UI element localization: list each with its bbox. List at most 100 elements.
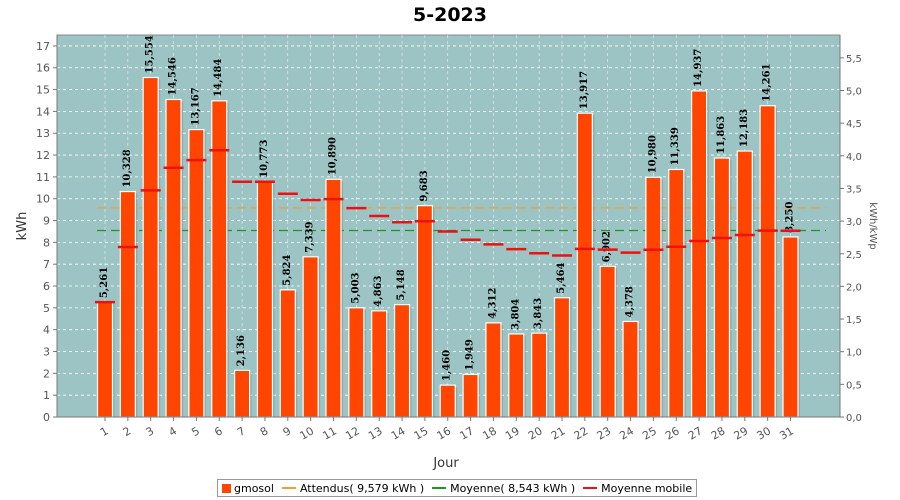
x-tick-label: 2 bbox=[121, 424, 134, 439]
x-tick-label: 20 bbox=[526, 424, 545, 442]
legend-label: Attendus( 9,579 kWh ) bbox=[299, 481, 425, 495]
y-tick-label: 9 bbox=[43, 215, 50, 228]
bar bbox=[325, 178, 342, 418]
bar-value-label: 5,261 bbox=[99, 267, 110, 298]
bar-value-label: 10,890 bbox=[328, 137, 339, 175]
y-tick-label: 11 bbox=[36, 171, 50, 184]
bar bbox=[279, 289, 296, 418]
y-tick-label: 6 bbox=[43, 280, 50, 293]
x-tick-label: 22 bbox=[572, 424, 591, 442]
bar-value-label: 11,339 bbox=[670, 127, 681, 165]
x-tick-label: 28 bbox=[709, 424, 728, 442]
bar-value-label: 11,863 bbox=[716, 116, 727, 154]
x-tick-label: 9 bbox=[281, 424, 294, 439]
bar bbox=[759, 105, 776, 418]
bar-value-label: 4,863 bbox=[373, 275, 384, 306]
bar-value-label: 10,328 bbox=[122, 149, 133, 187]
bar-value-label: 5,464 bbox=[556, 262, 567, 293]
y2-tick-label: 1,5 bbox=[846, 315, 862, 326]
bar-value-label: 5,003 bbox=[350, 272, 361, 303]
y-tick-label: 1 bbox=[43, 389, 50, 402]
bar-value-label: 15,554 bbox=[145, 35, 156, 73]
bar-value-label: 2,136 bbox=[236, 335, 247, 366]
y2-tick-label: 3,0 bbox=[846, 217, 862, 228]
bar bbox=[576, 112, 593, 418]
x-tick-label: 31 bbox=[777, 424, 796, 442]
bar-value-label: 14,937 bbox=[693, 49, 704, 87]
bar-value-label: 14,484 bbox=[213, 59, 224, 97]
y-tick-label: 8 bbox=[43, 236, 50, 249]
bar-value-label: 1,949 bbox=[465, 339, 476, 370]
plot-background bbox=[56, 34, 841, 418]
y-tick-label: 4 bbox=[43, 324, 50, 337]
bar bbox=[645, 176, 662, 418]
legend-swatch-line bbox=[432, 487, 447, 489]
bar-value-label: 4,378 bbox=[625, 286, 636, 317]
bar bbox=[485, 322, 502, 418]
y-tick-label: 16 bbox=[36, 62, 50, 75]
y2-tick-label: 3,5 bbox=[846, 184, 862, 195]
y-tick-label: 12 bbox=[36, 149, 50, 162]
x-tick-label: 16 bbox=[435, 424, 454, 442]
bar-value-label: 3,843 bbox=[533, 298, 544, 329]
x-axis-label: Jour bbox=[432, 456, 459, 471]
x-tick-label: 25 bbox=[640, 424, 659, 442]
legend-item-moyenne: Moyenne( 8,543 kWh ) bbox=[432, 482, 575, 495]
y-tick-label: 15 bbox=[36, 84, 50, 97]
plot-area: 012345678910111213141516170,00,51,01,52,… bbox=[36, 34, 862, 443]
y-tick-label: 10 bbox=[36, 193, 50, 206]
x-tick-label: 1 bbox=[98, 424, 111, 439]
legend-swatch-line bbox=[281, 487, 296, 489]
bar bbox=[736, 150, 753, 418]
bar bbox=[508, 333, 525, 418]
y2-tick-label: 2,5 bbox=[846, 250, 862, 261]
legend-label: gmosol bbox=[234, 481, 274, 495]
bar bbox=[142, 76, 159, 418]
bar bbox=[348, 307, 365, 418]
y-tick-label: 2 bbox=[43, 367, 50, 380]
legend-label: Moyenne mobile bbox=[601, 481, 693, 495]
bar-value-label: 5,148 bbox=[396, 269, 407, 300]
x-tick-label: 6 bbox=[212, 424, 225, 439]
x-tick-label: 8 bbox=[258, 424, 271, 439]
bar bbox=[256, 181, 274, 418]
x-tick-label: 12 bbox=[343, 424, 362, 442]
bar bbox=[416, 205, 433, 418]
bar bbox=[393, 304, 411, 418]
x-tick-label: 18 bbox=[480, 424, 499, 442]
x-tick-label: 3 bbox=[144, 424, 157, 439]
bar-value-label: 10,980 bbox=[647, 135, 658, 173]
bar-value-label: 1,460 bbox=[442, 350, 453, 381]
x-tick-label: 23 bbox=[595, 424, 614, 442]
x-tick-label: 30 bbox=[755, 424, 774, 442]
legend-item-gmosol: gmosol bbox=[222, 482, 274, 495]
bar bbox=[599, 265, 616, 418]
y2-axis-label: kWh/kWp bbox=[867, 202, 878, 249]
x-tick-label: 7 bbox=[235, 424, 248, 439]
legend-item-moyenne-mobile: Moyenne mobile bbox=[583, 482, 692, 495]
x-tick-label: 14 bbox=[389, 424, 408, 442]
bar-value-label: 8,250 bbox=[785, 202, 796, 233]
bar-value-label: 14,546 bbox=[168, 57, 179, 95]
y-tick-label: 3 bbox=[43, 346, 50, 359]
x-tick-label: 10 bbox=[298, 424, 317, 442]
y-tick-label: 0 bbox=[43, 411, 50, 424]
legend: gmosol Attendus( 9,579 kWh ) Moyenne( 8,… bbox=[217, 479, 698, 497]
bar bbox=[211, 100, 228, 418]
x-tick-label: 4 bbox=[166, 424, 179, 439]
bar-value-label: 14,261 bbox=[762, 63, 773, 101]
bar-value-label: 6,902 bbox=[602, 231, 613, 262]
bar bbox=[782, 236, 799, 418]
bar-value-label: 5,824 bbox=[282, 255, 293, 286]
x-tick-label: 11 bbox=[320, 424, 339, 442]
y-axis-label: kWh bbox=[15, 212, 30, 241]
y2-tick-label: 1,0 bbox=[846, 348, 862, 359]
y-tick-label: 7 bbox=[43, 258, 50, 271]
bar-value-label: 4,312 bbox=[487, 288, 498, 319]
x-tick-label: 5 bbox=[189, 424, 202, 439]
bar bbox=[462, 373, 479, 418]
x-tick-label: 17 bbox=[457, 424, 476, 442]
legend-item-attendus: Attendus( 9,579 kWh ) bbox=[281, 481, 425, 495]
bar-value-label: 13,917 bbox=[579, 71, 590, 109]
